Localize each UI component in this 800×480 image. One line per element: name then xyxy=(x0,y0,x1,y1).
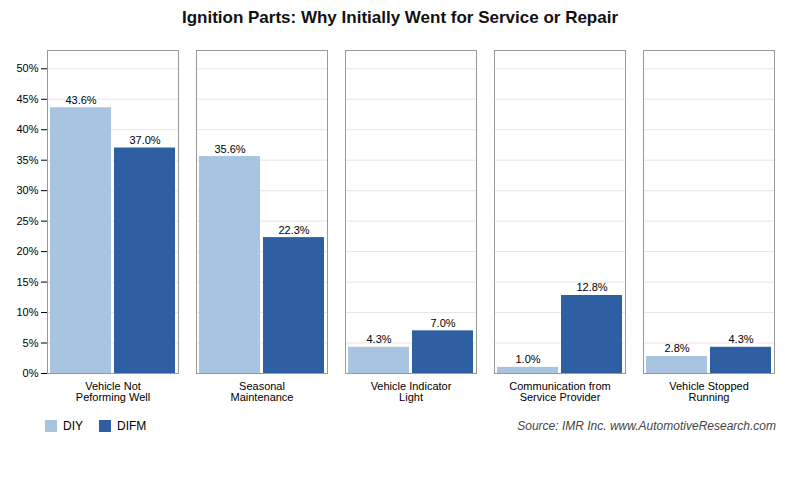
html-text:DIY: DIY xyxy=(63,419,83,433)
svg-text:7.0%: 7.0% xyxy=(430,317,455,329)
svg-text:45%: 45% xyxy=(16,93,38,105)
svg-text:40%: 40% xyxy=(16,123,38,135)
svg-text:4.3%: 4.3% xyxy=(366,333,391,345)
svg-text:20%: 20% xyxy=(16,245,38,257)
svg-text:1.0%: 1.0% xyxy=(515,353,540,365)
svg-text:10%: 10% xyxy=(16,306,38,318)
svg-text:43.6%: 43.6% xyxy=(65,94,96,106)
svg-text:15%: 15% xyxy=(16,276,38,288)
svg-text:37.0%: 37.0% xyxy=(129,134,160,146)
svg-text:50%: 50% xyxy=(16,62,38,74)
svg-text:Vehicle NotPeforming Well: Vehicle NotPeforming Well xyxy=(76,380,150,403)
svg-text:35%: 35% xyxy=(16,154,38,166)
svg-text:25%: 25% xyxy=(16,215,38,227)
svg-text:12.8%: 12.8% xyxy=(576,281,607,293)
svg-text:5%: 5% xyxy=(23,337,39,349)
svg-text:22.3%: 22.3% xyxy=(278,224,309,236)
svg-text:0%: 0% xyxy=(23,367,39,379)
svg-text:Vehicle StoppedRunning: Vehicle StoppedRunning xyxy=(669,380,749,403)
html-text:Ignition Parts: Why Initially: Ignition Parts: Why Initially Went for S… xyxy=(181,8,618,27)
svg-text:30%: 30% xyxy=(16,184,38,196)
svg-text:4.3%: 4.3% xyxy=(728,333,753,345)
html-text:Source: IMR Inc. www.Automotiv: Source: IMR Inc. www.AutomotiveResearch.… xyxy=(517,419,776,433)
svg-text:Vehicle IndicatorLight: Vehicle IndicatorLight xyxy=(371,380,452,403)
svg-text:2.8%: 2.8% xyxy=(664,342,689,354)
svg-text:35.6%: 35.6% xyxy=(214,143,245,155)
svg-text:SeasonalMaintenance: SeasonalMaintenance xyxy=(231,380,294,403)
html-text:DIFM: DIFM xyxy=(117,419,147,433)
svg-text:Communication fromService Prov: Communication fromService Provider xyxy=(509,380,610,403)
